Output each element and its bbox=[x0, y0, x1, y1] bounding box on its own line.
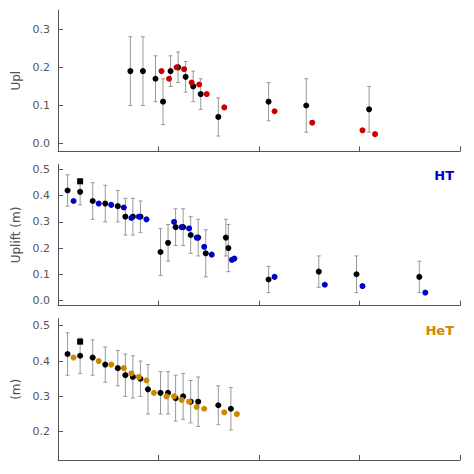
svg-text:0.3: 0.3 bbox=[33, 390, 51, 403]
svg-text:HeT: HeT bbox=[425, 323, 454, 338]
svg-text:0.1: 0.1 bbox=[33, 268, 51, 281]
svg-text:0.3: 0.3 bbox=[33, 215, 51, 228]
svg-text:Upl: Upl bbox=[9, 71, 23, 91]
svg-text:0.5: 0.5 bbox=[33, 319, 51, 332]
svg-text:0.4: 0.4 bbox=[33, 355, 51, 368]
svg-text:0.0: 0.0 bbox=[33, 294, 51, 307]
svg-text:0.2: 0.2 bbox=[33, 425, 51, 438]
svg-text:Uplift (m): Uplift (m) bbox=[9, 207, 23, 264]
svg-text:0.2: 0.2 bbox=[33, 242, 51, 255]
svg-text:0.3: 0.3 bbox=[33, 23, 51, 36]
svg-text:0.4: 0.4 bbox=[33, 189, 51, 202]
svg-text:(m): (m) bbox=[9, 379, 23, 400]
svg-text:0.1: 0.1 bbox=[33, 99, 51, 112]
svg-text:0.5: 0.5 bbox=[33, 163, 51, 176]
svg-text:HT: HT bbox=[434, 168, 454, 183]
svg-text:0.2: 0.2 bbox=[33, 61, 51, 74]
svg-text:0.0: 0.0 bbox=[33, 137, 51, 150]
